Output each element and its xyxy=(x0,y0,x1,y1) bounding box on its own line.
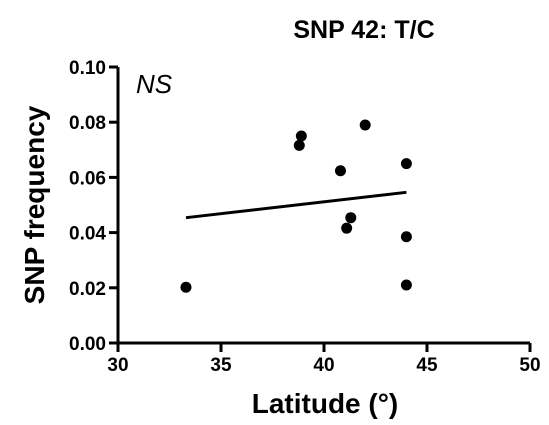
y-axis-ticks: 0.00 0.02 0.04 0.06 0.08 0.10 xyxy=(69,58,118,355)
y-tick-label: 0.02 xyxy=(69,279,106,300)
x-tick-label: 35 xyxy=(210,355,232,376)
x-axis-label: Latitude (°) xyxy=(252,388,399,419)
data-point xyxy=(334,165,346,177)
chart-title: SNP 42: T/C xyxy=(293,16,434,44)
data-point xyxy=(400,279,412,291)
data-point xyxy=(345,212,357,224)
x-tick-label: 45 xyxy=(416,355,438,376)
y-axis-label: SNP frequency xyxy=(19,105,50,304)
data-points xyxy=(180,119,412,293)
significance-annotation: NS xyxy=(136,69,173,99)
data-point xyxy=(359,119,371,131)
data-point xyxy=(180,281,192,293)
y-tick-label: 0.10 xyxy=(69,58,106,79)
x-tick-label: 30 xyxy=(107,355,128,376)
data-point xyxy=(341,222,353,234)
data-point xyxy=(293,139,305,151)
y-tick-label: 0.08 xyxy=(69,113,106,134)
x-tick-label: 50 xyxy=(519,355,540,376)
x-axis-ticks: 30 35 40 45 50 xyxy=(107,343,541,376)
y-tick-label: 0.06 xyxy=(69,168,106,189)
regression-line xyxy=(185,190,407,220)
y-tick-label: 0.00 xyxy=(69,334,106,355)
data-point xyxy=(295,130,307,142)
x-tick-label: 40 xyxy=(313,355,334,376)
data-point xyxy=(400,158,412,170)
data-point xyxy=(400,231,412,243)
y-tick-label: 0.04 xyxy=(69,224,106,245)
